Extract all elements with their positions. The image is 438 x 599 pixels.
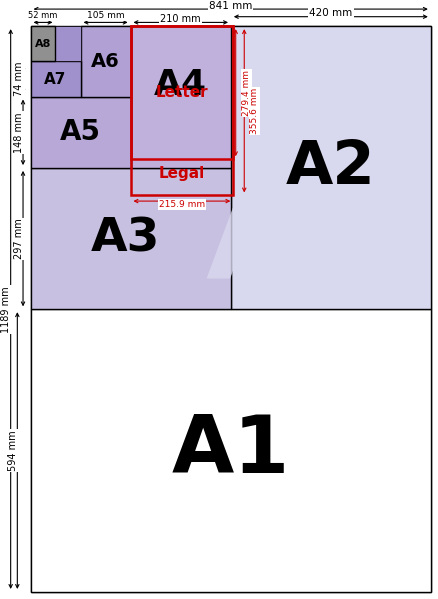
Bar xyxy=(31,26,55,62)
Text: 420 mm: 420 mm xyxy=(308,8,352,19)
Text: 297 mm: 297 mm xyxy=(14,219,24,259)
Text: A3: A3 xyxy=(91,216,160,261)
Bar xyxy=(31,62,81,96)
Bar xyxy=(230,26,430,309)
Text: 74 mm: 74 mm xyxy=(14,62,24,96)
Text: 279.4 mm: 279.4 mm xyxy=(241,69,250,116)
Bar xyxy=(55,26,81,62)
Bar xyxy=(130,26,230,168)
Text: A1: A1 xyxy=(171,412,289,489)
Text: A5: A5 xyxy=(60,118,101,146)
Bar xyxy=(81,26,130,96)
Text: A7: A7 xyxy=(44,71,67,86)
Text: A6: A6 xyxy=(91,52,120,71)
Text: A4: A4 xyxy=(154,68,207,102)
Bar xyxy=(130,26,233,195)
Bar xyxy=(130,26,233,159)
Text: 841 mm: 841 mm xyxy=(208,1,251,11)
Bar xyxy=(31,168,230,309)
Text: 148 mm: 148 mm xyxy=(14,112,24,153)
Text: Legal: Legal xyxy=(159,166,205,181)
Text: A2: A2 xyxy=(285,138,375,198)
Text: 52 mm: 52 mm xyxy=(28,11,57,20)
Text: 210 mm: 210 mm xyxy=(160,14,200,24)
Text: Letter: Letter xyxy=(155,85,208,100)
Text: A8: A8 xyxy=(35,39,51,49)
Bar xyxy=(31,96,130,168)
Text: 1189 mm: 1189 mm xyxy=(1,286,11,332)
Text: 355.6 mm: 355.6 mm xyxy=(250,87,258,134)
Text: A0: A0 xyxy=(205,184,388,305)
Text: 105 mm: 105 mm xyxy=(86,11,124,20)
Bar xyxy=(31,309,430,592)
Text: 215.9 mm: 215.9 mm xyxy=(159,201,205,210)
Text: 594 mm: 594 mm xyxy=(7,430,18,471)
